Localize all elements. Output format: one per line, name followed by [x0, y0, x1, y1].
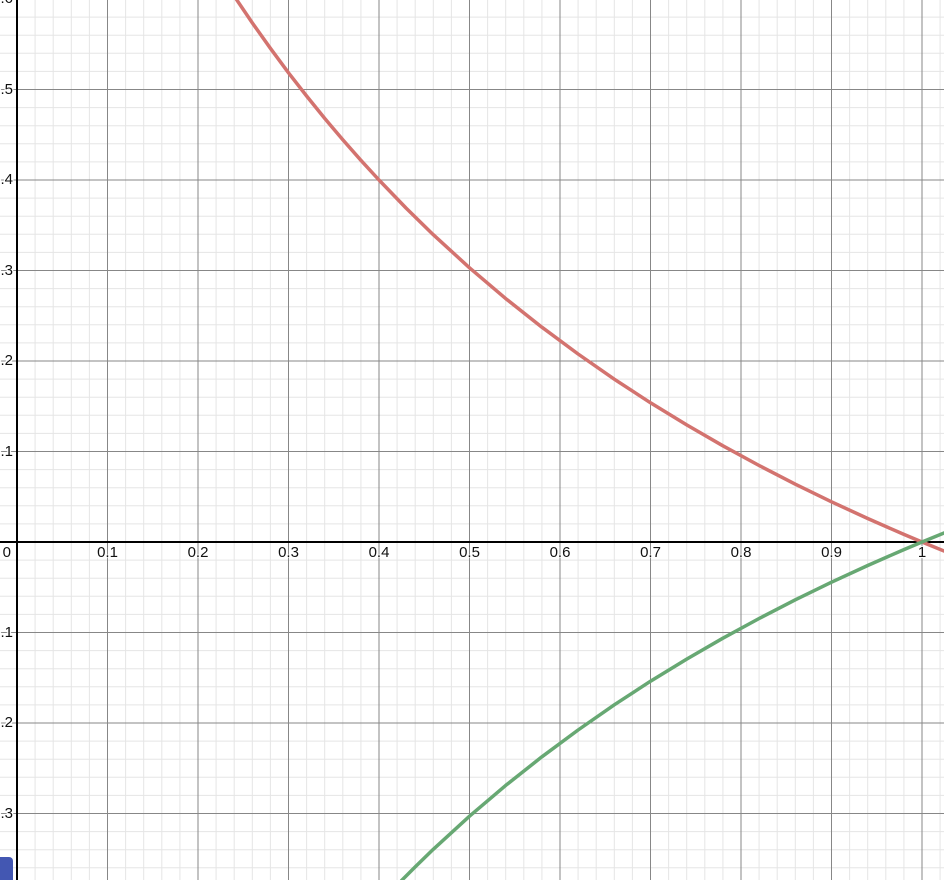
x-tick-label: 0.7	[640, 544, 661, 561]
keypad-button-partial[interactable]	[0, 857, 13, 880]
y-tick-label: -0.2	[0, 714, 13, 731]
green-curve[interactable]	[399, 531, 944, 880]
x-tick-label: 0.2	[187, 544, 209, 561]
y-tick-label: 0.4	[0, 171, 13, 188]
y-tick-label: -0.3	[0, 804, 13, 822]
y-tick-label: 0.3	[0, 261, 13, 279]
red-curve[interactable]	[234, 0, 944, 553]
curves	[234, 0, 944, 880]
x-tick-label: 1	[917, 544, 927, 561]
x-tick-label: 0.8	[730, 544, 752, 561]
x-tick-label: 0.9	[821, 544, 842, 561]
y-tick-label: 0.6	[0, 0, 13, 7]
y-tick-label: 0.1	[0, 442, 13, 460]
x-tick-label: 0.1	[97, 544, 118, 561]
x-tick-label: 0.5	[459, 544, 480, 561]
x-tick-label: 0	[2, 544, 11, 561]
x-tick-label: 0.6	[549, 544, 571, 561]
x-tick-label: 0.4	[368, 544, 390, 561]
y-tick-label: -0.1	[0, 623, 13, 641]
x-tick-label: 0.3	[278, 544, 299, 561]
y-tick-label: 0.5	[0, 80, 13, 98]
y-tick-label: 0.2	[0, 352, 13, 369]
